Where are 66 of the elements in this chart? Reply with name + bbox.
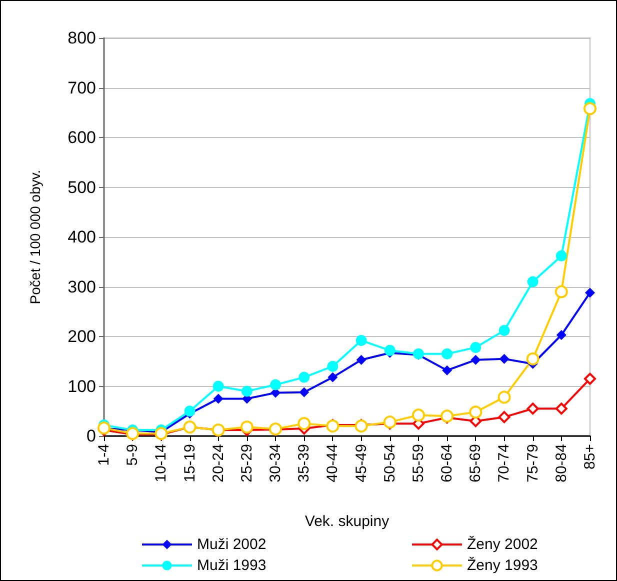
point — [527, 276, 538, 288]
x-tick-label: 35-39 — [296, 444, 313, 482]
point — [298, 417, 311, 430]
x-tick-label: 55-59 — [410, 444, 427, 482]
x-tick-label: 80-84 — [552, 444, 570, 482]
point — [556, 330, 566, 340]
point — [584, 372, 596, 385]
point — [270, 379, 282, 390]
point — [442, 348, 453, 360]
y-axis-title: Počet / 100 000 obyv. — [27, 170, 43, 304]
x-tick-label: 25-29 — [238, 444, 256, 482]
x-tick-label: 40-44 — [324, 444, 342, 482]
point — [556, 250, 567, 262]
point — [469, 406, 482, 419]
x-tick-label: 70-74 — [496, 444, 513, 482]
point — [356, 334, 367, 346]
point — [412, 408, 425, 422]
x-tick-label: 20-24 — [210, 444, 227, 482]
point — [499, 354, 510, 364]
x-tick-label: 1-4 — [96, 444, 112, 466]
point — [470, 342, 482, 353]
y-tick-label: 700 — [68, 78, 96, 98]
x-tick-label: 15-19 — [181, 444, 198, 482]
point — [498, 390, 511, 404]
point — [585, 288, 595, 298]
x-tick-label: 30-34 — [267, 444, 284, 482]
y-tick-label: 600 — [68, 128, 96, 147]
point — [526, 352, 540, 366]
point — [328, 372, 338, 382]
x-axis-title: Vek. skupiny — [304, 513, 390, 530]
point — [554, 285, 568, 298]
point — [241, 386, 252, 397]
y-tick-label: 0 — [86, 426, 96, 446]
point — [184, 406, 196, 417]
point — [327, 360, 338, 372]
legend-label: Ženy 1993 — [467, 556, 538, 574]
point — [555, 402, 568, 415]
x-tick-label: 45-49 — [352, 444, 370, 482]
y-tick-label: 400 — [68, 228, 96, 246]
point — [212, 380, 224, 392]
point — [240, 420, 254, 434]
point — [299, 387, 310, 398]
x-tick-label: 60-64 — [438, 444, 456, 482]
point — [442, 365, 452, 376]
x-tick-label: 5-9 — [124, 444, 142, 466]
y-tick-label: 800 — [68, 28, 96, 48]
y-tick-label: 500 — [68, 178, 96, 197]
point — [498, 325, 510, 336]
y-tick-label: 100 — [68, 376, 96, 396]
point — [356, 354, 366, 365]
point — [213, 394, 224, 404]
point — [298, 372, 310, 383]
y-tick-label: 300 — [68, 277, 96, 296]
x-tick-label: 65-69 — [467, 444, 484, 482]
point — [526, 402, 539, 415]
y-tick-label: 200 — [68, 327, 96, 346]
x-tick-label: 10-14 — [152, 444, 170, 482]
x-tick-label: 85+ — [582, 444, 598, 470]
x-tick-label: 50-54 — [381, 444, 398, 482]
point — [470, 354, 481, 365]
legend-label: Muži 2002 — [197, 536, 266, 553]
point — [498, 411, 510, 424]
legend-label: Ženy 2002 — [467, 535, 538, 553]
legend-label: Muži 1993 — [197, 557, 266, 574]
x-tick-label: 75-79 — [524, 444, 542, 482]
point — [584, 102, 596, 116]
